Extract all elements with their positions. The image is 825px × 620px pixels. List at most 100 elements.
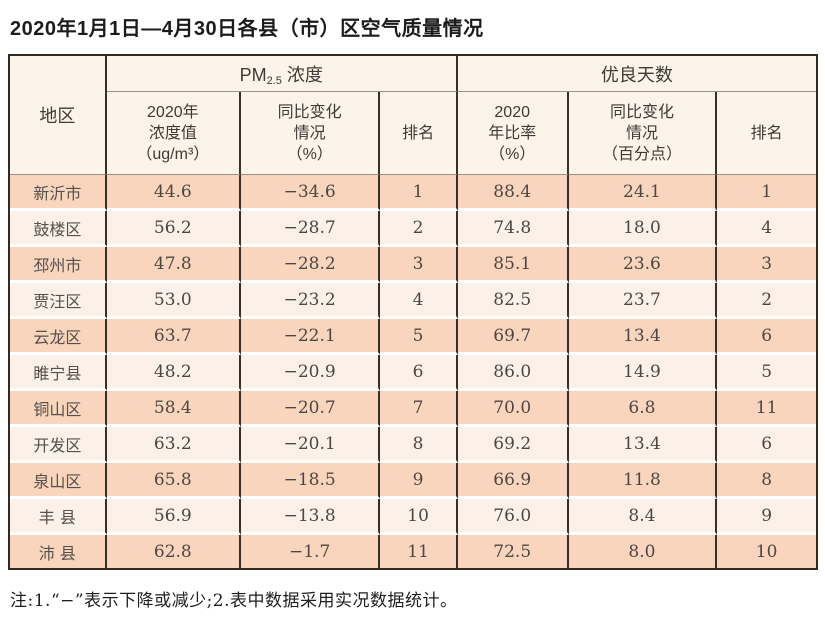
table-row: 泉山区 65.8 −18.5 9 66.9 11.8 8 bbox=[10, 463, 816, 499]
region-cell: 沛 县 bbox=[10, 535, 107, 568]
value-cell: 48.2 bbox=[106, 355, 241, 391]
value-cell: 88.4 bbox=[457, 175, 569, 211]
table-row: 鼓楼区 56.2 −28.7 2 74.8 18.0 4 bbox=[10, 211, 816, 247]
value-cell: 4 bbox=[380, 283, 458, 319]
table-row: 铜山区 58.4 −20.7 7 70.0 6.8 11 bbox=[10, 391, 816, 427]
value-cell: 44.6 bbox=[106, 175, 241, 211]
page-title: 2020年1月1日—4月30日各县（市）区空气质量情况 bbox=[10, 18, 484, 40]
value-cell: 8 bbox=[717, 463, 816, 499]
value-cell: 8.0 bbox=[568, 535, 718, 568]
value-cell: 24.1 bbox=[568, 175, 718, 211]
table-row: 新沂市 44.6 −34.6 1 88.4 24.1 1 bbox=[10, 175, 816, 211]
value-cell: 10 bbox=[380, 499, 458, 535]
header-line: 年比率 bbox=[488, 124, 537, 142]
header-days-rank: 排名 bbox=[717, 92, 816, 175]
header-pm-group: PM2.5 浓度 bbox=[106, 56, 458, 92]
table-frame: 地区 PM2.5 浓度 优良天数 2020年 浓度值 （ug/m³） 同比变化 情… bbox=[8, 54, 818, 570]
value-cell: 47.8 bbox=[106, 247, 241, 283]
header-line: 情况 bbox=[625, 124, 658, 142]
region-cell: 云龙区 bbox=[10, 319, 107, 355]
region-cell: 新沂市 bbox=[10, 175, 107, 211]
value-cell: −18.5 bbox=[240, 463, 381, 499]
value-cell: 8 bbox=[380, 427, 458, 463]
header-line: 情况 bbox=[293, 124, 326, 142]
region-cell: 泉山区 bbox=[10, 463, 107, 499]
value-cell: 7 bbox=[380, 391, 458, 427]
pm-label: PM bbox=[239, 64, 267, 85]
value-cell: 69.2 bbox=[457, 427, 569, 463]
table-header: 地区 PM2.5 浓度 优良天数 2020年 浓度值 （ug/m³） 同比变化 情… bbox=[10, 56, 816, 175]
value-cell: 2 bbox=[380, 211, 458, 247]
region-cell: 鼓楼区 bbox=[10, 211, 107, 247]
value-cell: 56.2 bbox=[106, 211, 241, 247]
header-sub-row: 2020年 浓度值 （ug/m³） 同比变化 情况 （%） 排名 2020 bbox=[10, 92, 816, 175]
value-cell: 1 bbox=[380, 175, 458, 211]
value-cell: 23.6 bbox=[568, 247, 718, 283]
pm-subscript: 2.5 bbox=[266, 74, 282, 87]
value-cell: 63.7 bbox=[106, 319, 241, 355]
table-row: 睢宁县 48.2 −20.9 6 86.0 14.9 5 bbox=[10, 355, 816, 391]
value-cell: 11.8 bbox=[568, 463, 718, 499]
value-cell: −22.1 bbox=[240, 319, 381, 355]
header-region: 地区 bbox=[10, 56, 107, 175]
footnote: 注:1.“−”表示下降或减少;2.表中数据采用实况数据统计。 bbox=[10, 591, 458, 611]
value-cell: 1 bbox=[717, 175, 816, 211]
value-cell: 66.9 bbox=[457, 463, 569, 499]
header-line: 排名 bbox=[402, 124, 435, 142]
header-line: 同比变化 bbox=[277, 103, 342, 121]
header-line: 2020 bbox=[494, 103, 530, 121]
value-cell: −28.2 bbox=[240, 247, 381, 283]
value-cell: 14.9 bbox=[568, 355, 718, 391]
value-cell: 74.8 bbox=[457, 211, 569, 247]
value-cell: 13.4 bbox=[568, 319, 718, 355]
value-cell: 6 bbox=[380, 355, 458, 391]
value-cell: 69.7 bbox=[457, 319, 569, 355]
region-cell: 丰 县 bbox=[10, 499, 107, 535]
value-cell: 82.5 bbox=[457, 283, 569, 319]
header-ratio-change: 同比变化 情况 （百分点） bbox=[568, 92, 718, 175]
table-row: 沛 县 62.8 −1.7 11 72.5 8.0 10 bbox=[10, 535, 816, 568]
header-line: （%） bbox=[489, 145, 536, 163]
value-cell: 11 bbox=[380, 535, 458, 568]
value-cell: 6 bbox=[717, 319, 816, 355]
value-cell: −1.7 bbox=[240, 535, 381, 568]
region-cell: 贾汪区 bbox=[10, 283, 107, 319]
header-line: （%） bbox=[286, 145, 333, 163]
value-cell: −23.2 bbox=[240, 283, 381, 319]
value-cell: 72.5 bbox=[457, 535, 569, 568]
value-cell: 65.8 bbox=[106, 463, 241, 499]
value-cell: 53.0 bbox=[106, 283, 241, 319]
value-cell: 23.7 bbox=[568, 283, 718, 319]
header-concentration-change: 同比变化 情况 （%） bbox=[240, 92, 381, 175]
table-row: 邳州市 47.8 −28.2 3 85.1 23.6 3 bbox=[10, 247, 816, 283]
value-cell: 63.2 bbox=[106, 427, 241, 463]
table-row: 丰 县 56.9 −13.8 10 76.0 8.4 9 bbox=[10, 499, 816, 535]
value-cell: −20.7 bbox=[240, 391, 381, 427]
value-cell: −13.8 bbox=[240, 499, 381, 535]
region-cell: 铜山区 bbox=[10, 391, 107, 427]
value-cell: −20.1 bbox=[240, 427, 381, 463]
header-days-group: 优良天数 bbox=[457, 56, 816, 92]
value-cell: 85.1 bbox=[457, 247, 569, 283]
value-cell: 18.0 bbox=[568, 211, 718, 247]
value-cell: 76.0 bbox=[457, 499, 569, 535]
value-cell: 3 bbox=[380, 247, 458, 283]
value-cell: 13.4 bbox=[568, 427, 718, 463]
header-group-row: 地区 PM2.5 浓度 优良天数 bbox=[10, 56, 816, 175]
header-line: 同比变化 bbox=[609, 103, 674, 121]
header-line: （百分点） bbox=[601, 145, 682, 163]
value-cell: 6.8 bbox=[568, 391, 718, 427]
table-body: 新沂市 44.6 −34.6 1 88.4 24.1 1 鼓楼区 56.2 −28.7 2 74.8 1… bbox=[10, 175, 816, 568]
header-line: 2020年 bbox=[147, 103, 199, 121]
value-cell: −20.9 bbox=[240, 355, 381, 391]
air-quality-table: 地区 PM2.5 浓度 优良天数 2020年 浓度值 （ug/m³） 同比变化 情… bbox=[10, 56, 816, 568]
value-cell: −28.7 bbox=[240, 211, 381, 247]
value-cell: 3 bbox=[717, 247, 816, 283]
header-line: 排名 bbox=[750, 124, 783, 142]
region-cell: 开发区 bbox=[10, 427, 107, 463]
region-cell: 邳州市 bbox=[10, 247, 107, 283]
pm-suffix: 浓度 bbox=[286, 64, 323, 85]
value-cell: 2 bbox=[717, 283, 816, 319]
value-cell: 4 bbox=[717, 211, 816, 247]
